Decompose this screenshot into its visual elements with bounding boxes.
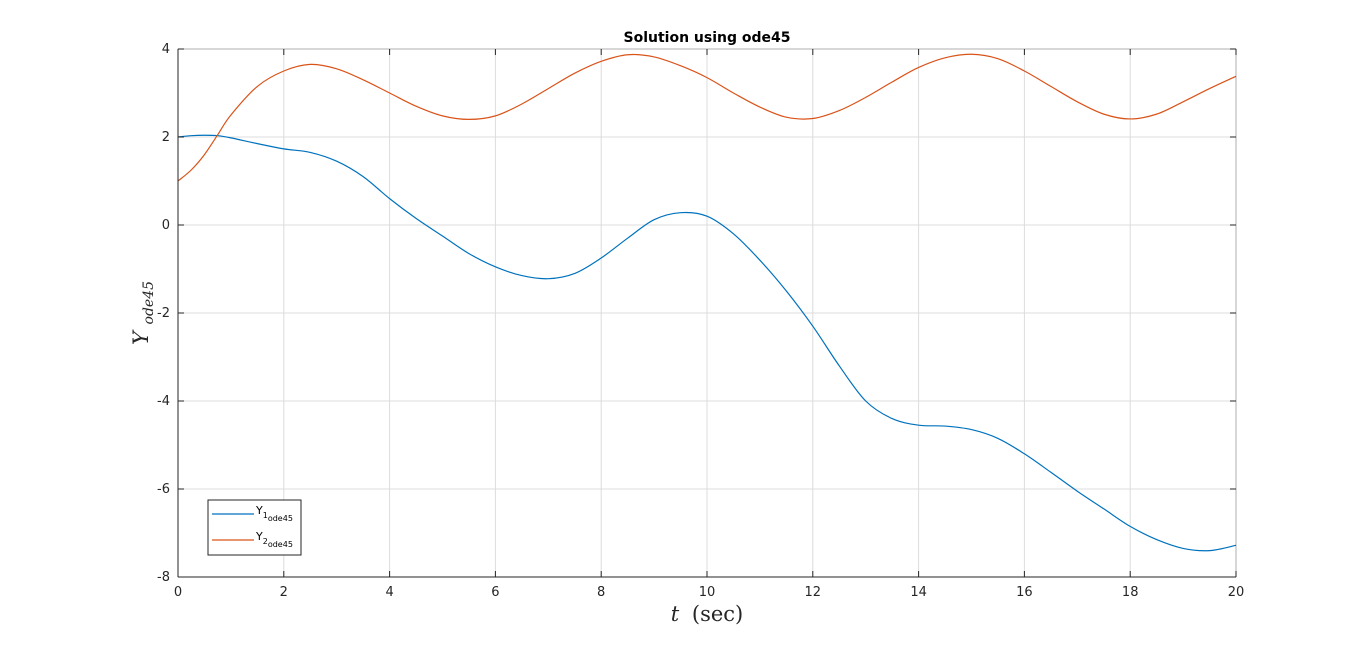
x-axis-label: t (sec)	[671, 602, 744, 626]
x-tick-label: 20	[1228, 585, 1245, 600]
x-tick-label: 10	[699, 585, 716, 600]
x-tick-label: 0	[174, 585, 182, 600]
x-tick-label: 4	[385, 585, 393, 600]
series-line-y1	[177, 134, 1237, 552]
x-tick-label: 16	[1016, 585, 1033, 600]
x-tick-label: 18	[1122, 585, 1139, 600]
y-tick-label: -2	[157, 306, 170, 321]
axes	[177, 48, 1237, 578]
y-tick-label: 4	[162, 42, 170, 57]
tick-labels: 0 2 4 6 8 10 12 14 16 18 20 -8 -6 -4 -2 0 2 4	[157, 42, 1244, 600]
y-tick-label: 2	[162, 130, 170, 145]
x-tick-label: 8	[597, 585, 605, 600]
legend: Y1ode45 Y2ode45	[207, 499, 302, 556]
y-axis-label: Y ode45	[129, 281, 157, 345]
x-axis-unit: (sec)	[692, 602, 743, 626]
x-axis-variable: t	[671, 602, 680, 626]
y-tick-label: -8	[157, 570, 170, 585]
y-tick-label: 0	[162, 218, 170, 233]
legend-entry-y1: Y1ode45	[255, 504, 293, 523]
y-axis-subscript: ode45	[141, 281, 157, 325]
legend-entry-y2: Y2ode45	[255, 530, 293, 549]
series-layer	[177, 53, 1237, 552]
y-tick-label: -4	[157, 394, 170, 409]
x-tick-label: 12	[805, 585, 822, 600]
series-line-y2	[177, 53, 1237, 182]
y-tick-label: -6	[157, 482, 170, 497]
y-axis-base: Y	[129, 329, 153, 345]
x-tick-label: 14	[910, 585, 927, 600]
legend-box	[207, 499, 302, 556]
chart-title: Solution using ode45	[624, 30, 791, 46]
x-tick-label: 2	[280, 585, 288, 600]
x-tick-label: 6	[491, 585, 499, 600]
